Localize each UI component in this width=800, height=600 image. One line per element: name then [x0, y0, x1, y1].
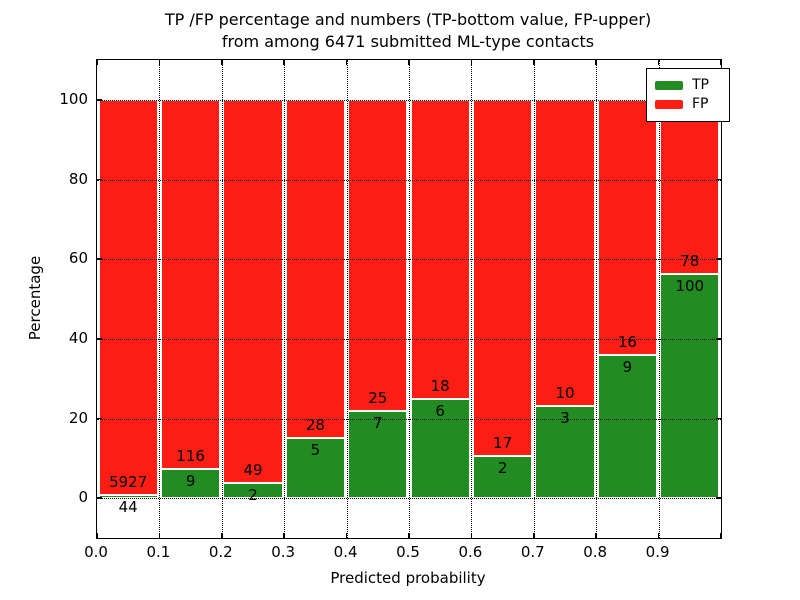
x-tick-mark — [158, 533, 161, 538]
y-tick-label: 80 — [68, 169, 88, 188]
y-tick-label: 20 — [68, 408, 88, 427]
grid-line-horizontal — [97, 498, 721, 500]
y-tick-label: 0 — [78, 488, 88, 507]
chart-title-line2: from among 6471 submitted ML-type contac… — [221, 32, 595, 51]
y-tick-mark — [97, 417, 102, 420]
bar-tp-segment — [410, 398, 470, 499]
x-tick-mark — [96, 533, 98, 538]
bar-tp-segment — [98, 495, 158, 499]
x-tick-label: 0.8 — [583, 543, 608, 561]
grid-line-vertical — [221, 60, 223, 538]
x-tick-label: 0.1 — [146, 543, 171, 561]
x-tick-label: 0.0 — [84, 543, 108, 561]
bar-fp-segment — [660, 99, 720, 275]
legend-item-fp: FP — [655, 96, 721, 112]
bar-fp-segment — [285, 99, 346, 438]
grid-line-horizontal — [97, 338, 721, 340]
bar-fp-segment — [348, 99, 408, 412]
y-tick-label: 60 — [68, 249, 88, 268]
bar-tp-segment — [597, 354, 658, 499]
x-tick-label: 0.4 — [333, 543, 358, 561]
y-tick-mark — [716, 178, 721, 181]
tp-swatch-icon — [655, 80, 683, 90]
grid-line-horizontal — [97, 179, 721, 181]
grid-line-vertical — [346, 60, 348, 538]
bar-tp-segment — [223, 482, 283, 499]
x-tick-mark — [408, 60, 410, 65]
bar-tp-segment — [472, 456, 533, 499]
x-tick-label: 0.7 — [520, 543, 545, 561]
tp-count-label: 44 — [118, 498, 138, 517]
x-tick-label: 0.6 — [458, 543, 483, 561]
grid-line-vertical — [409, 60, 410, 538]
x-tick-mark — [657, 533, 660, 538]
chart-title: TP /FP percentage and numbers (TP-bottom… — [96, 9, 720, 53]
y-tick-mark — [716, 417, 721, 420]
plot-area: TP FP 5927 44 116 9 49 2 28 5 25 7 18 6 17 2 10 3 16 9 78 1… — [96, 59, 730, 539]
x-axis-label: Predicted probability — [330, 569, 486, 587]
y-tick-label: 40 — [68, 328, 88, 347]
bar-tp-segment — [660, 274, 720, 499]
y-tick-mark — [97, 497, 102, 499]
x-tick-mark — [533, 60, 535, 65]
bar-tp-segment — [535, 406, 595, 499]
y-tick-label: 100 — [59, 89, 88, 108]
x-tick-mark — [533, 533, 535, 538]
x-tick-mark — [595, 533, 597, 538]
y-tick-mark — [97, 338, 102, 340]
x-tick-mark — [595, 60, 597, 65]
x-tick-label: 0.5 — [396, 543, 420, 561]
x-tick-mark — [283, 60, 285, 65]
y-axis-label: Percentage — [26, 255, 44, 341]
x-tick-mark — [221, 533, 223, 538]
x-tick-mark — [720, 60, 722, 65]
y-tick-mark — [97, 99, 102, 101]
grid-line-vertical — [658, 60, 660, 538]
bar-fp-segment — [223, 99, 283, 483]
y-tick-mark — [716, 258, 721, 260]
bar-fp-segment — [535, 99, 595, 407]
bar-fp-segment — [597, 99, 658, 355]
x-tick-mark — [221, 60, 223, 65]
x-tick-mark — [345, 60, 348, 65]
bar-fp-segment — [472, 99, 533, 457]
bar-tp-segment — [285, 437, 346, 499]
chart-title-line1: TP /FP percentage and numbers (TP-bottom… — [164, 10, 652, 29]
bar-tp-segment — [160, 469, 221, 499]
x-tick-mark — [408, 533, 410, 538]
y-tick-mark — [716, 338, 721, 340]
bar-fp-segment — [98, 99, 158, 496]
legend: TP FP — [646, 68, 730, 122]
legend-item-tp: TP — [655, 77, 721, 93]
x-tick-label: 0.9 — [645, 543, 670, 561]
fp-swatch-icon — [655, 99, 683, 109]
x-tick-mark — [283, 533, 285, 538]
x-tick-mark — [720, 533, 722, 538]
grid-line-vertical — [159, 60, 161, 538]
grid-line-vertical — [533, 60, 535, 538]
grid-line-horizontal — [97, 418, 721, 420]
bar-fp-segment — [410, 99, 470, 399]
grid-line-horizontal — [97, 99, 721, 101]
y-tick-mark — [716, 497, 721, 499]
grid-line-horizontal — [97, 259, 721, 261]
grid-line-vertical — [471, 60, 473, 538]
grid-line-vertical — [596, 60, 598, 538]
y-tick-mark — [97, 178, 102, 181]
bar-tp-segment — [348, 411, 408, 499]
x-tick-mark — [657, 60, 660, 65]
grid-line-vertical — [284, 60, 286, 538]
x-tick-label: 0.3 — [271, 543, 296, 561]
bar-fp-segment — [160, 99, 221, 470]
y-tick-mark — [97, 258, 102, 260]
x-tick-mark — [470, 533, 473, 538]
legend-label-fp: FP — [692, 96, 709, 112]
x-tick-label: 0.2 — [208, 543, 233, 561]
x-tick-mark — [345, 533, 348, 538]
x-tick-mark — [158, 60, 161, 65]
x-tick-mark — [96, 60, 98, 65]
x-tick-mark — [470, 60, 473, 65]
legend-label-tp: TP — [692, 77, 709, 93]
